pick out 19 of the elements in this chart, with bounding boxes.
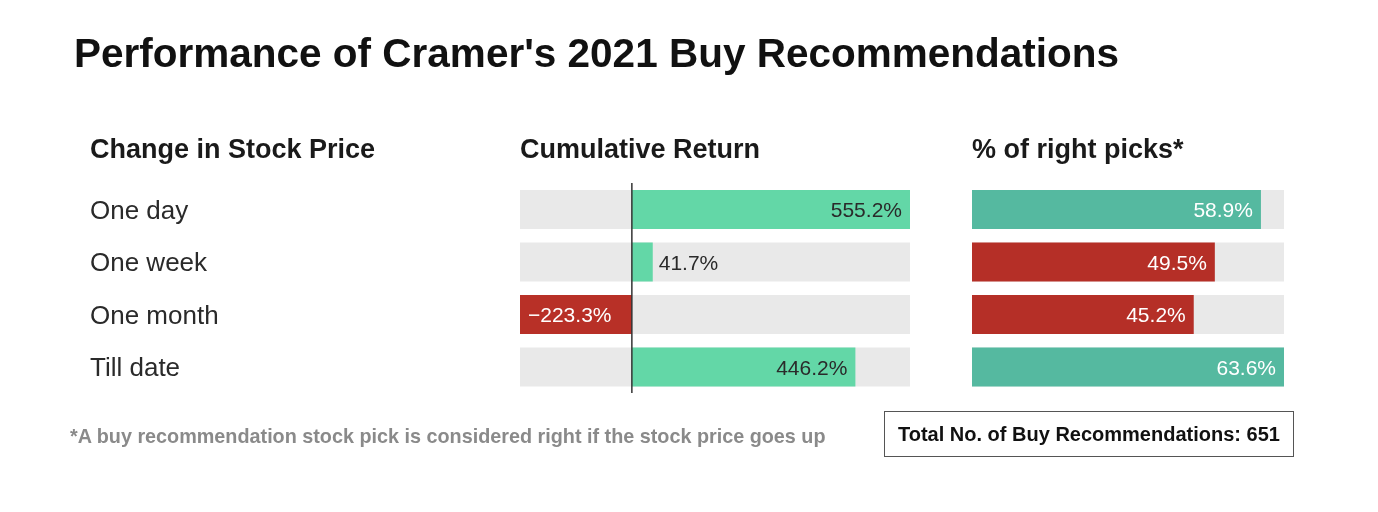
- data-label: −223.3%: [528, 303, 612, 327]
- data-label: 58.9%: [1193, 198, 1253, 222]
- y-tick-label: Till date: [90, 352, 181, 383]
- x-axis-title: Cumulative Return: [520, 133, 761, 165]
- y-tick-label: One day: [90, 194, 189, 225]
- data-label: 41.7%: [658, 250, 719, 274]
- data-label: 446.2%: [776, 355, 848, 379]
- y-axis-title: Change in Stock Price: [90, 133, 376, 165]
- text: Total No. of Buy Recommendations: 651: [884, 411, 1294, 457]
- chart-title: Performance of Cramer's 2021 Buy Recommendations: [74, 30, 1120, 76]
- data-label: 49.5%: [1147, 250, 1207, 274]
- text: *A buy recommendation stock pick is considered right if the stock price goes up: [70, 425, 826, 447]
- y-tick-label: One month: [90, 299, 219, 330]
- data-label: 45.2%: [1126, 303, 1186, 327]
- data-label: 555.2%: [830, 198, 902, 222]
- x-axis-title: % of right picks*: [972, 133, 1184, 165]
- data-label: 63.6%: [1216, 355, 1276, 379]
- bar: [631, 242, 653, 282]
- y-tick-label: One week: [90, 247, 209, 278]
